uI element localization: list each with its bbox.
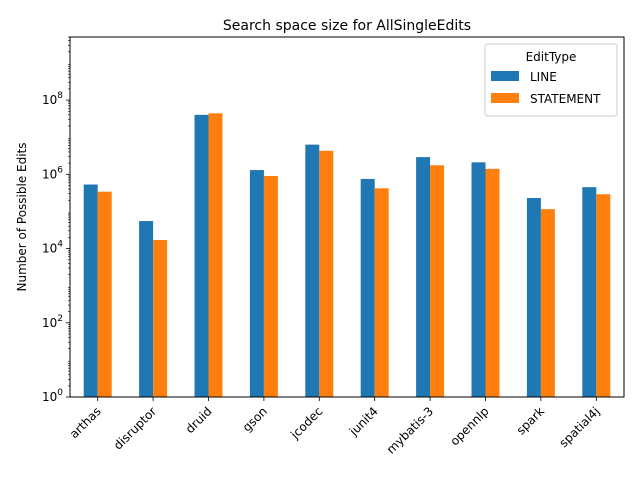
legend: EditType LINE STATEMENT <box>484 43 618 117</box>
bar-statement-spark <box>540 209 555 397</box>
y-tick-label: 108 <box>42 91 63 107</box>
y-axis: 100 102 104 106 108 <box>42 36 70 404</box>
bar-statement-jcodec <box>319 150 334 397</box>
legend-title: EditType <box>526 50 577 64</box>
y-tick-label: 100 <box>42 388 63 404</box>
y-tick-label: 106 <box>42 165 63 181</box>
legend-swatch-statement <box>491 93 519 103</box>
bar-statement-arthas <box>97 191 112 397</box>
bar-line-junit4 <box>360 178 375 397</box>
bar-line-druid <box>194 114 209 397</box>
y-axis-label: Number of Possible Edits <box>15 142 29 291</box>
bar-statement-druid <box>208 113 223 397</box>
bar-line-spatial4j <box>582 187 597 397</box>
bar-line-opennlp <box>471 162 486 397</box>
bar-statement-gson <box>263 175 278 397</box>
bar-line-mybatis-3 <box>416 157 431 397</box>
bar-statement-spatial4j <box>596 194 611 397</box>
y-tick-label: 102 <box>42 314 63 330</box>
legend-label-line: LINE <box>530 70 557 84</box>
legend-swatch-line <box>491 71 519 81</box>
bar-statement-junit4 <box>374 188 389 397</box>
chart-title: Search space size for AllSingleEdits <box>223 18 471 34</box>
y-tick-label: 104 <box>42 240 63 256</box>
bar-line-disruptor <box>139 221 154 397</box>
bar-statement-disruptor <box>153 239 168 397</box>
bar-statement-opennlp <box>485 168 500 397</box>
bar-line-gson <box>249 170 264 397</box>
legend-label-statement: STATEMENT <box>530 92 601 106</box>
bar-line-jcodec <box>305 144 320 397</box>
bar-line-spark <box>526 197 541 397</box>
bar-statement-mybatis-3 <box>430 165 445 397</box>
bars-layer <box>83 113 611 397</box>
bar-line-arthas <box>83 184 98 397</box>
plot-frame <box>69 36 625 398</box>
